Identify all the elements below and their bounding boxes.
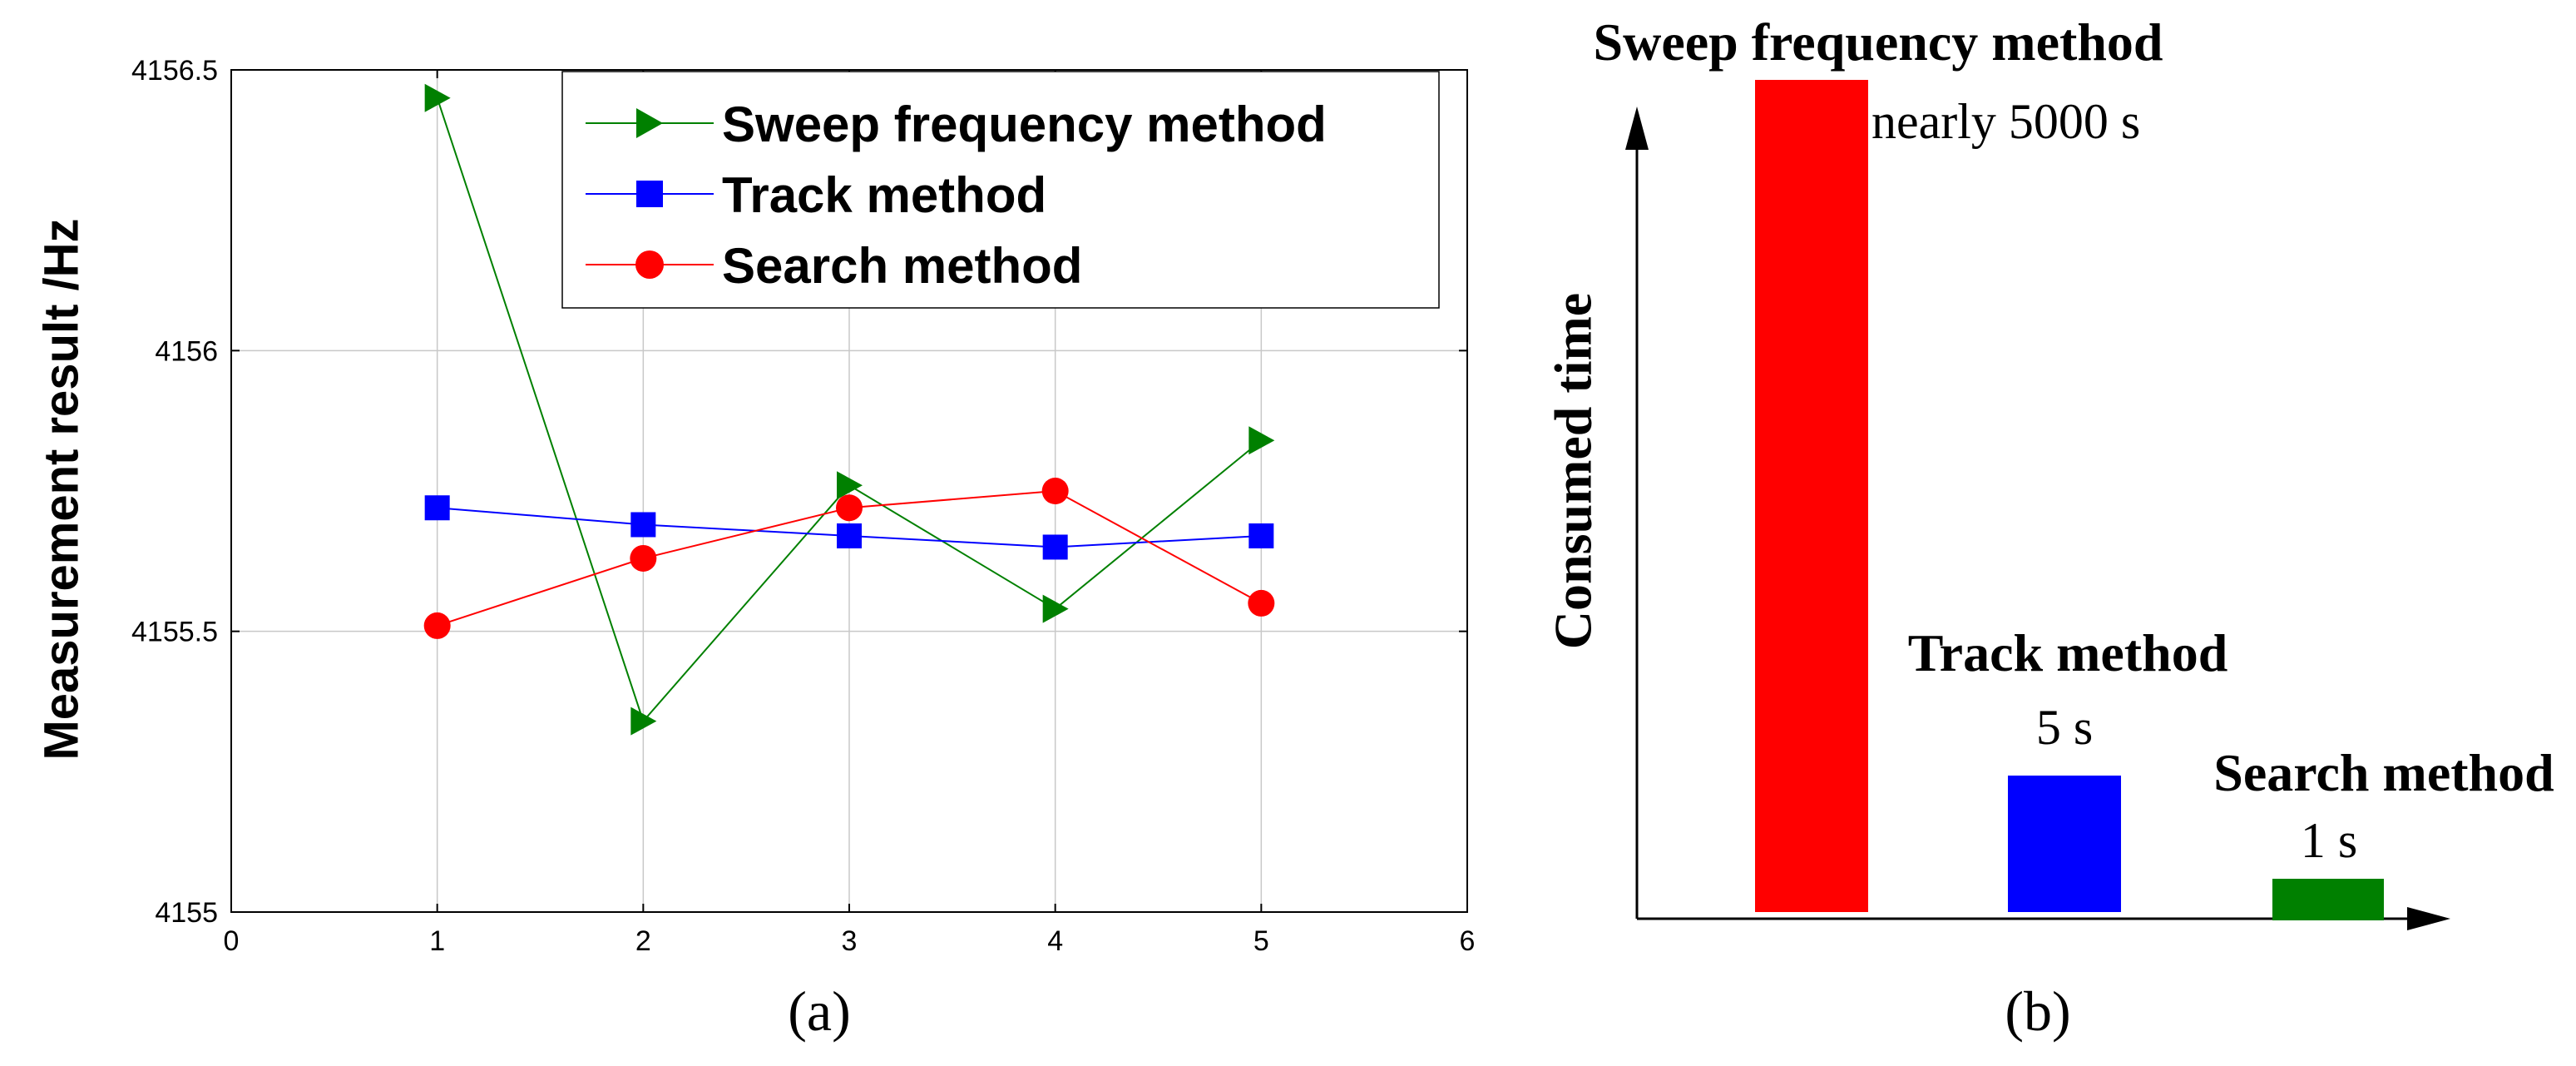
y-axis-label-b: Consumed time — [1544, 293, 1603, 649]
y-tick-label: 4156 — [155, 335, 218, 367]
y-tick-label: 4155 — [155, 897, 218, 929]
series-markers — [423, 83, 1275, 736]
bar-sweep-frequency — [1755, 80, 1868, 912]
data-point-track — [837, 523, 862, 548]
data-point-sweep — [1042, 594, 1069, 623]
bar-title-track: Track method — [1908, 623, 2228, 682]
caption-a: (a) — [788, 979, 850, 1043]
bar-chart-panel: Consumed time Sweep frequency method nea… — [1544, 12, 2554, 1043]
x-tick-label: 2 — [635, 925, 651, 957]
y-axis-arrow — [1625, 107, 1649, 150]
data-point-search — [423, 612, 451, 639]
data-point-sweep — [630, 707, 657, 736]
data-point-search — [836, 494, 863, 522]
y-axis-label: Measurement result /Hz — [34, 218, 88, 760]
x-tick-label: 3 — [842, 925, 858, 957]
data-point-sweep — [837, 471, 863, 500]
bar-value-search: 1 s — [2301, 813, 2357, 868]
data-point-track — [630, 512, 656, 538]
bar-search — [2272, 879, 2384, 920]
legend-label-track: Track method — [722, 167, 1046, 223]
bar-value-track: 5 s — [2036, 700, 2093, 755]
x-tick-label: 1 — [429, 925, 445, 957]
x-tick-label: 5 — [1253, 925, 1269, 957]
x-tick-label: 6 — [1460, 925, 1476, 957]
data-point-track — [1042, 534, 1068, 560]
x-tick-label: 0 — [224, 925, 240, 957]
legend: Sweep frequency method Track method Sear… — [561, 71, 1440, 309]
x-axis-arrow — [2407, 907, 2450, 930]
bar-track — [2008, 776, 2121, 912]
data-point-track — [1248, 523, 1274, 548]
data-point-search — [1248, 589, 1275, 617]
data-point-search — [1041, 478, 1069, 504]
y-tick-label: 4156.5 — [131, 55, 218, 87]
caption-b: (b) — [2005, 979, 2070, 1043]
data-point-sweep — [424, 83, 451, 112]
bar-value-sweep-frequency: nearly 5000 s — [1871, 94, 2140, 149]
data-point-track — [424, 495, 450, 521]
bar-title-sweep-frequency: Sweep frequency method — [1594, 12, 2163, 72]
data-point-search — [630, 544, 657, 572]
y-tick-label: 4155.5 — [131, 617, 218, 648]
legend-box — [561, 71, 1440, 309]
legend-marker-sweep-triangle — [636, 108, 663, 138]
legend-marker-search-circle — [635, 250, 664, 279]
data-point-sweep — [1248, 426, 1275, 455]
x-tick-label: 4 — [1047, 925, 1063, 957]
legend-label-search: Search method — [722, 238, 1082, 294]
bar-title-search: Search method — [2213, 743, 2554, 802]
legend-label-sweep: Sweep frequency method — [722, 97, 1327, 152]
axis-ticks: 0 1 2 3 4 5 6 4155 4155.5 4156 4156.5 — [131, 55, 1475, 957]
line-chart-panel: 0 1 2 3 4 5 6 4155 4155.5 4156 4156.5 Measurement … — [34, 55, 1475, 1043]
legend-marker-track-square — [636, 181, 663, 207]
